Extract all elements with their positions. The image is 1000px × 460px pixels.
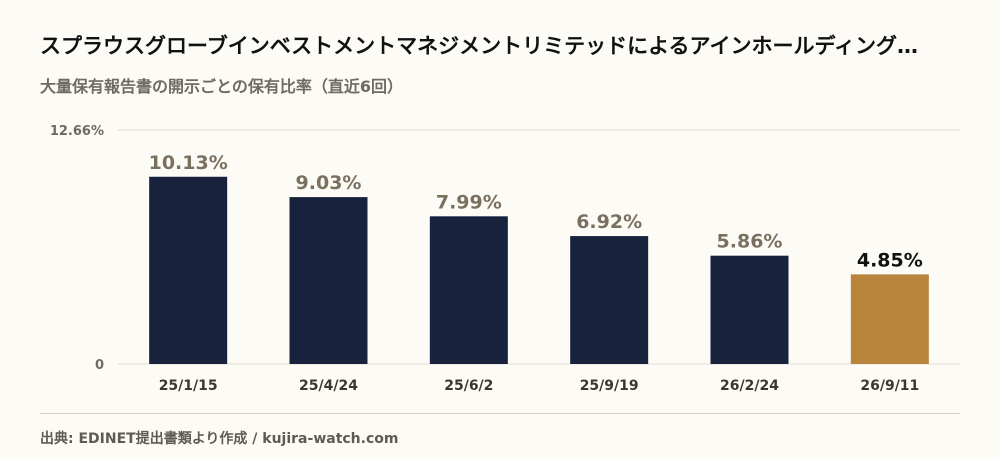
bar-5 (850, 274, 929, 364)
y-tick-label-1: 12.66% (50, 124, 104, 139)
x-tick-label-4: 26/2/24 (720, 378, 779, 394)
bar-4 (710, 255, 789, 364)
y-tick-label-0: 0 (95, 358, 104, 373)
x-tick-label-2: 25/6/2 (444, 378, 493, 394)
data-label-5: 4.85% (857, 249, 923, 271)
source-note: 出典: EDINET提出書類より作成 / kujira-watch.com (40, 431, 399, 447)
data-label-2: 7.99% (436, 191, 502, 213)
x-tick-label-5: 26/9/11 (860, 378, 919, 394)
bar-chart: 0 12.66% 10.13% 25/1/15 9.03% 25/4/24 7.99% 25/… (50, 124, 960, 394)
data-label-0: 10.13% (149, 152, 228, 174)
bar-3 (570, 236, 649, 364)
data-label-1: 9.03% (296, 172, 362, 194)
x-tick-label-1: 25/4/24 (299, 378, 358, 394)
data-label-3: 6.92% (576, 211, 642, 233)
data-label-4: 5.86% (717, 231, 783, 253)
x-tick-label-0: 25/1/15 (159, 378, 218, 394)
x-tick-label-3: 25/9/19 (580, 378, 639, 394)
bar-1 (289, 197, 368, 364)
bar-0 (149, 176, 228, 364)
chart-subtitle: 大量保有報告書の開示ごとの保有比率（直近6回） (40, 77, 403, 96)
footer-divider (40, 413, 960, 414)
bar-2 (429, 216, 508, 364)
